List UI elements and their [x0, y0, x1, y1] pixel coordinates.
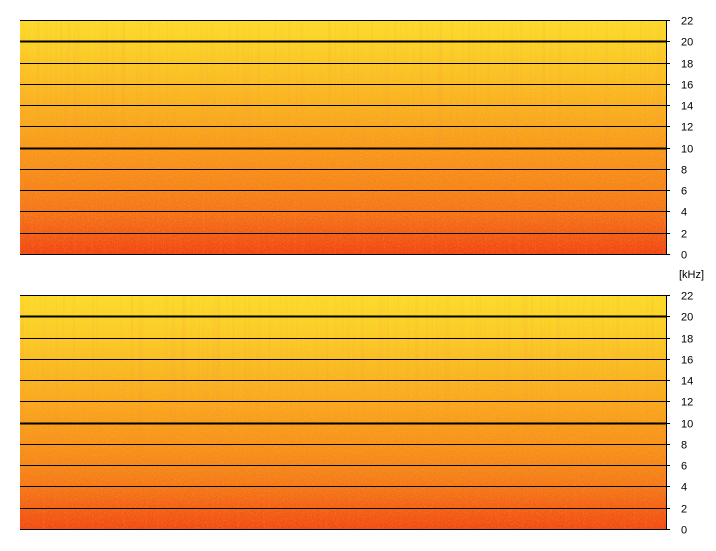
y-tick-label: 18	[681, 59, 693, 71]
y-tick-label: 6	[681, 461, 687, 473]
y-tick-label: 10	[681, 144, 693, 156]
y-tick-label: 0	[681, 525, 687, 537]
y-tick-label: 14	[681, 376, 693, 388]
spectrogram-bottom-panel: 0 2 4 6 8 10 12 14 16 18 20 22	[20, 291, 693, 537]
frequency-unit-label: [kHz]	[679, 269, 704, 281]
y-tick-label: 6	[681, 186, 687, 198]
y-tick-label: 20	[681, 37, 693, 49]
y-tick-label: 22	[681, 16, 693, 28]
spectrogram-top-panel: 0 2 4 6 8 10 12 14 16 18 20 22	[20, 16, 693, 262]
y-tick-label: 12	[681, 397, 693, 409]
y-tick-label: 16	[681, 355, 693, 367]
y-tick-label: 8	[681, 440, 687, 452]
y-tick-label: 0	[681, 250, 687, 262]
y-tick-label: 8	[681, 165, 687, 177]
heatmap-noise-texture	[20, 295, 666, 529]
y-tick-label: 4	[681, 207, 687, 219]
y-tick-label: 18	[681, 334, 693, 346]
y-tick-label: 2	[681, 229, 687, 241]
y-tick-label: 12	[681, 122, 693, 134]
y-tick-label: 22	[681, 291, 693, 303]
y-tick-label: 2	[681, 504, 687, 516]
y-tick-label: 14	[681, 101, 693, 113]
y-tick-label: 16	[681, 80, 693, 92]
y-tick-label: 20	[681, 312, 693, 324]
y-tick-label: 10	[681, 419, 693, 431]
y-tick-label: 4	[681, 482, 687, 494]
heatmap-noise-texture	[20, 20, 666, 254]
